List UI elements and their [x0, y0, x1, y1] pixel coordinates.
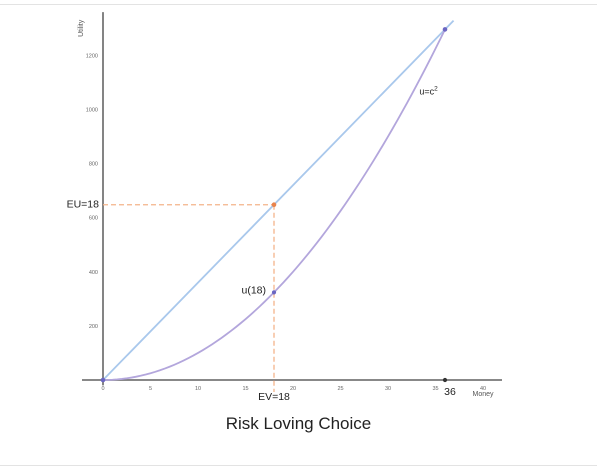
curve-label-exponent: 2 — [434, 86, 438, 93]
endpoint — [442, 27, 448, 32]
y-tick-label: 400 — [89, 270, 98, 276]
x-tick-label: 25 — [337, 386, 343, 392]
guide-lines — [103, 204, 275, 392]
series — [102, 20, 455, 381]
y-tick-label: 1200 — [86, 53, 98, 59]
eu-label: EU=18 — [67, 199, 100, 211]
x-tick-label: 30 — [385, 386, 391, 392]
bottom-divider — [0, 465, 597, 466]
chart-caption: Risk Loving Choice — [225, 414, 372, 433]
tick-labels: 0 5 10 15 20 25 30 35 40 200 400 600 800 1000 1200 — [86, 53, 486, 392]
x36-label: 36 — [444, 386, 456, 398]
curve-label: u=c2 — [419, 86, 438, 97]
y-tick-label: 200 — [89, 324, 98, 330]
axes — [82, 12, 502, 386]
x-tick-label: 5 — [149, 386, 152, 392]
eu-point — [271, 202, 277, 208]
y-tick-label: 600 — [89, 216, 98, 222]
utility-chart: 0 5 10 15 20 25 30 35 40 200 400 600 800 1000 1200 Uti… — [67, 12, 502, 403]
top-divider — [0, 4, 597, 5]
y-tick-label: 1000 — [86, 108, 98, 114]
annotations: Utility Money EU=18 EV=18 u(18) 36 u=c2 — [67, 19, 494, 403]
chord-line — [102, 20, 455, 381]
ev-label: EV=18 — [258, 391, 290, 403]
x-axis-label: Money — [472, 391, 494, 398]
x-tick-label: 40 — [480, 386, 486, 392]
u18-point — [271, 290, 277, 295]
x-tick-label: 0 — [101, 386, 104, 392]
x36-point — [442, 377, 448, 383]
x-tick-label: 10 — [195, 386, 201, 392]
x-tick-label: 20 — [290, 386, 296, 392]
y-axis-label: Utility — [78, 19, 85, 37]
y-tick-label: 800 — [89, 162, 98, 168]
points — [100, 27, 448, 383]
x-tick-label: 35 — [432, 386, 438, 392]
x-tick-label: 15 — [242, 386, 248, 392]
u18-label: u(18) — [241, 284, 266, 296]
curve-label-base: u=c — [419, 87, 434, 97]
origin-point — [100, 377, 106, 383]
